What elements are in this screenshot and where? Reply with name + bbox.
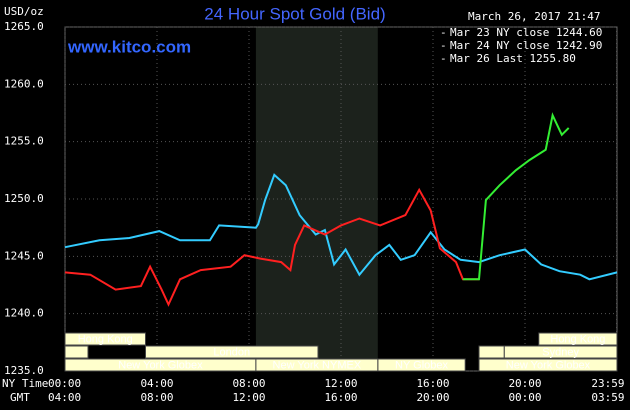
y-tick-label: 1250.0	[4, 192, 44, 205]
session-label: London	[213, 346, 250, 358]
legend-label: Mar 24 NY close 1242.90	[450, 39, 602, 52]
timestamp: March 26, 2017 21:47	[468, 10, 600, 23]
y-tick-label: 1245.0	[4, 249, 44, 262]
session-label: Hong Kong	[550, 333, 605, 345]
legend-label: Mar 26 Last 1255.80	[450, 52, 576, 65]
x-row-label: NY Time	[2, 377, 48, 390]
legend-label: Mar 23 NY close 1244.60	[450, 26, 602, 39]
x-tick-label: 16:00	[416, 377, 449, 390]
session-label: NY Globex	[395, 359, 448, 371]
session-box	[503, 345, 618, 359]
y-tick-label: 1235.0	[4, 364, 44, 377]
session-label: New York Globex	[506, 359, 591, 371]
x-tick-label: 00:00	[48, 377, 81, 390]
x2-tick-label: 08:00	[140, 391, 173, 404]
x2-tick-label: 12:00	[232, 391, 265, 404]
y-tick-label: 1260.0	[4, 77, 44, 90]
session-box	[478, 345, 505, 359]
session-label: New York NYMEX	[273, 359, 362, 371]
y-tick-label: 1265.0	[4, 20, 44, 33]
y-label: USD/oz	[4, 5, 44, 18]
x-tick-label: 23:59	[591, 377, 624, 390]
series-line	[64, 173, 618, 281]
session-box	[145, 345, 319, 359]
x-tick-label: 12:00	[324, 377, 357, 390]
session-label: New York Globex	[118, 359, 203, 371]
session-box	[538, 332, 618, 346]
series-line	[462, 112, 570, 281]
session-label: Sydney	[542, 346, 579, 358]
x-tick-label: 04:00	[140, 377, 173, 390]
legend-dash: -	[440, 39, 447, 52]
legend-dash: -	[440, 26, 447, 39]
x2-tick-label: 16:00	[324, 391, 357, 404]
x2-tick-label: 20:00	[416, 391, 449, 404]
session-box	[478, 358, 618, 372]
chart-title: 24 Hour Spot Gold (Bid)	[204, 4, 385, 23]
series-line	[64, 187, 479, 307]
y-tick-label: 1240.0	[4, 307, 44, 320]
x2-row-label: GMT	[10, 391, 30, 404]
legend-dash: -	[440, 52, 447, 65]
x2-tick-label: 04:00	[48, 391, 81, 404]
x-tick-label: 20:00	[508, 377, 541, 390]
x2-tick-label: 03:59	[591, 391, 624, 404]
watermark: www.kitco.com	[67, 37, 191, 56]
session-label: Hong Kong	[78, 333, 133, 345]
session-box	[64, 332, 146, 346]
session-box	[64, 345, 89, 359]
y-tick-label: 1255.0	[4, 135, 44, 148]
session-box	[255, 358, 379, 372]
x-tick-label: 08:00	[232, 377, 265, 390]
x2-tick-label: 00:00	[508, 391, 541, 404]
session-shade	[255, 27, 378, 371]
